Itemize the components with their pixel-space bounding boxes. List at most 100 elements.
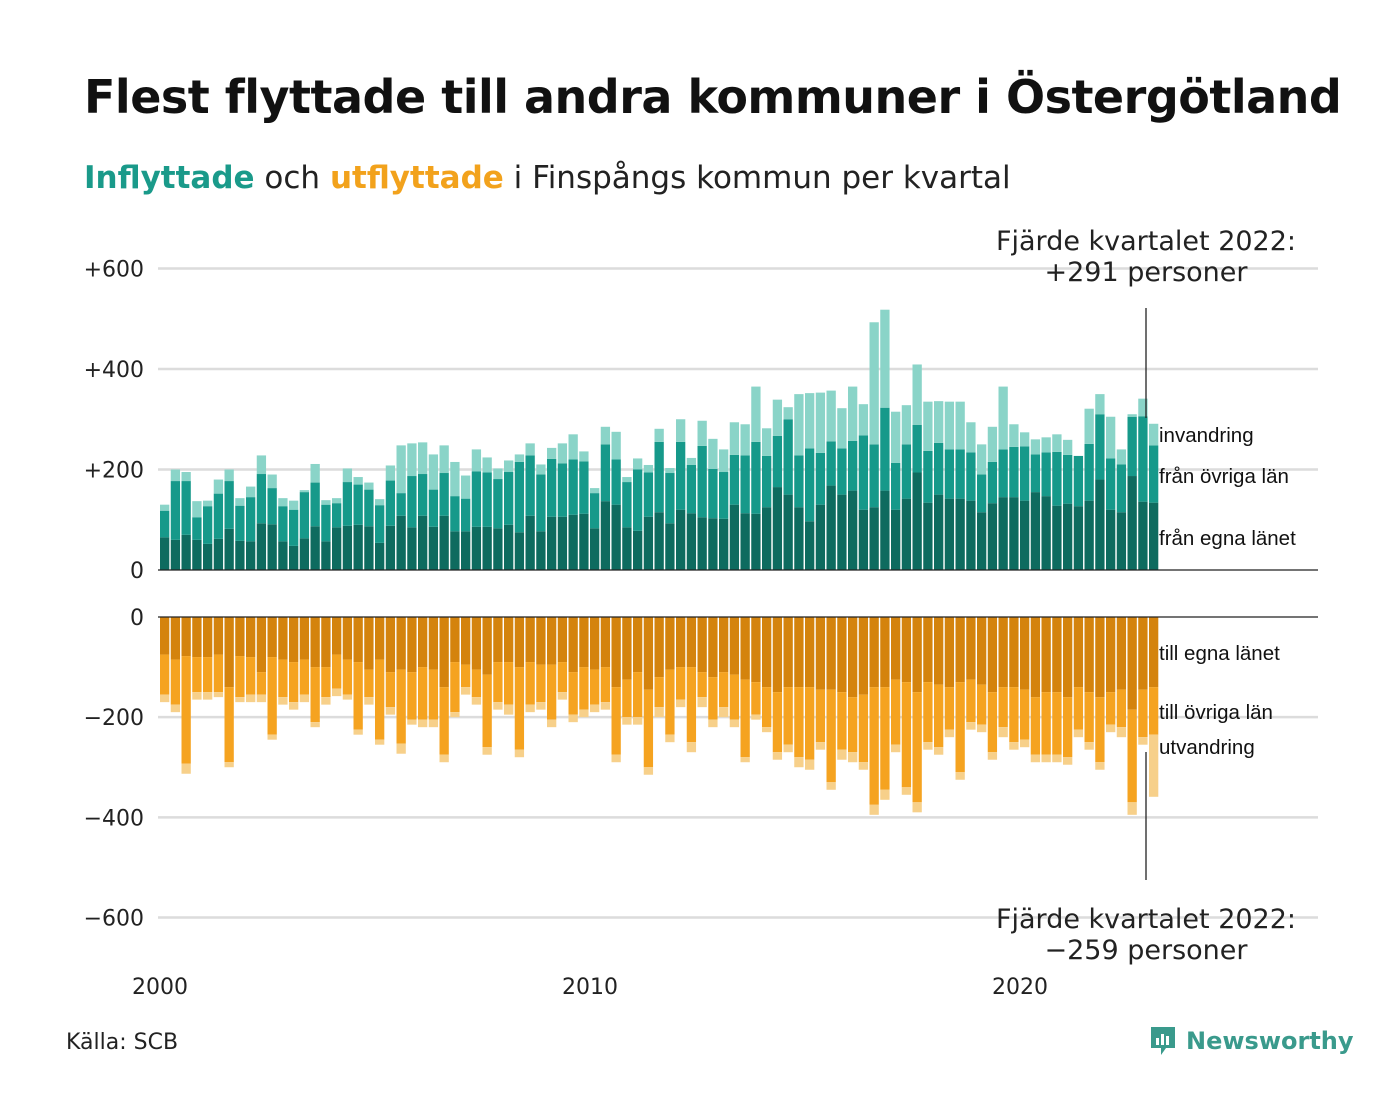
bar-in-1	[751, 441, 761, 514]
bar-out-2	[482, 747, 492, 755]
bar-out-1	[224, 687, 234, 763]
bar-out-2	[783, 744, 793, 753]
bar-out-1	[471, 669, 482, 698]
bar-out-0	[955, 617, 965, 683]
bar-out-1	[1138, 689, 1148, 738]
bar-in-2	[826, 390, 836, 442]
annotation-bottom-line2: −259 personer	[1044, 935, 1248, 966]
bar-in-1	[837, 448, 847, 495]
bar-in-1	[611, 459, 621, 505]
bar-out-2	[224, 762, 234, 768]
bar-out-1	[385, 672, 396, 708]
ytick-label-bottom: −400	[84, 806, 144, 831]
bar-in-1	[697, 445, 707, 518]
bar-out-1	[1041, 692, 1051, 755]
bar-in-1	[805, 448, 815, 522]
bar-out-0	[891, 617, 901, 680]
bar-in-2	[1127, 414, 1137, 417]
bar-in-0	[826, 485, 836, 570]
bar-in-2	[246, 486, 256, 498]
bar-in-0	[858, 509, 869, 570]
bar-out-0	[246, 617, 256, 658]
bar-in-1	[439, 473, 449, 516]
bar-out-2	[310, 722, 320, 728]
bar-out-0	[966, 617, 976, 680]
bar-in-1	[278, 506, 288, 542]
bar-in-2	[772, 399, 783, 436]
bar-in-0	[375, 542, 385, 570]
bar-out-0	[987, 617, 998, 693]
bar-out-2	[869, 804, 879, 815]
bar-out-1	[525, 662, 535, 705]
bar-out-1	[321, 667, 331, 698]
bar-in-1	[1009, 446, 1019, 498]
bar-out-2	[471, 697, 482, 705]
bar-in-0	[1084, 500, 1094, 570]
bar-out-0	[1149, 617, 1159, 688]
bar-in-2	[418, 442, 428, 475]
bar-in-0	[321, 541, 331, 570]
bar-out-2	[826, 782, 836, 790]
bar-in-2	[224, 469, 234, 482]
bar-out-2	[375, 739, 385, 745]
bar-out-2	[1095, 762, 1105, 770]
bar-in-2	[912, 364, 922, 425]
bar-in-2	[923, 401, 933, 451]
bar-in-2	[579, 451, 589, 462]
bar-out-1	[213, 654, 224, 693]
bar-out-2	[568, 714, 578, 723]
bar-out-0	[1073, 617, 1084, 688]
bar-out-1	[181, 656, 191, 764]
bar-out-2	[708, 719, 718, 728]
bar-out-0	[1106, 617, 1116, 693]
bar-out-2	[1084, 742, 1094, 750]
bar-out-1	[407, 672, 417, 720]
bar-out-0	[579, 617, 589, 668]
bar-in-0	[568, 514, 578, 570]
bar-in-0	[547, 516, 557, 570]
bar-out-2	[1009, 742, 1019, 750]
bar-out-0	[568, 617, 578, 673]
bar-in-2	[160, 504, 170, 511]
bar-in-0	[590, 528, 600, 570]
xtick-label: 2010	[562, 975, 618, 1000]
bar-out-1	[1095, 697, 1105, 763]
bar-out-0	[880, 617, 890, 688]
bar-in-0	[729, 504, 740, 570]
bar-in-1	[923, 450, 933, 503]
bar-in-0	[1041, 496, 1051, 570]
bar-in-1	[342, 482, 353, 526]
series-label: från egna länet	[1159, 527, 1296, 550]
bar-out-0	[525, 617, 535, 663]
bar-in-0	[353, 524, 363, 570]
bar-out-1	[848, 697, 858, 753]
bar-out-1	[332, 654, 342, 689]
bar-out-1	[912, 692, 922, 803]
bar-in-1	[246, 497, 256, 542]
bar-out-2	[439, 754, 449, 763]
bar-in-0	[987, 503, 998, 570]
bar-in-2	[751, 386, 761, 442]
bar-in-2	[332, 498, 342, 504]
annotation-top-line2: +291 personer	[1044, 257, 1248, 288]
bar-out-1	[600, 667, 611, 703]
bar-in-2	[600, 426, 611, 445]
bar-out-0	[977, 617, 987, 685]
bar-in-0	[901, 498, 912, 570]
bar-out-1	[783, 687, 793, 745]
ytick-label-bottom: 0	[130, 606, 144, 631]
bar-in-2	[955, 401, 965, 450]
bar-in-0	[407, 527, 417, 570]
bar-out-1	[246, 657, 256, 695]
bar-in-1	[203, 506, 213, 544]
bar-in-2	[740, 424, 750, 456]
bar-out-1	[482, 674, 492, 748]
bar-out-1	[676, 667, 686, 700]
bar-out-2	[493, 702, 503, 710]
bar-in-0	[848, 490, 858, 570]
bar-in-1	[966, 452, 976, 501]
bar-in-1	[654, 441, 664, 513]
bar-out-2	[256, 694, 267, 703]
bar-in-0	[267, 524, 277, 570]
bar-in-1	[256, 474, 267, 524]
